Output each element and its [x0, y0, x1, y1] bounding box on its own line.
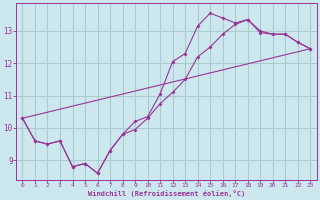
- X-axis label: Windchill (Refroidissement éolien,°C): Windchill (Refroidissement éolien,°C): [88, 190, 245, 197]
